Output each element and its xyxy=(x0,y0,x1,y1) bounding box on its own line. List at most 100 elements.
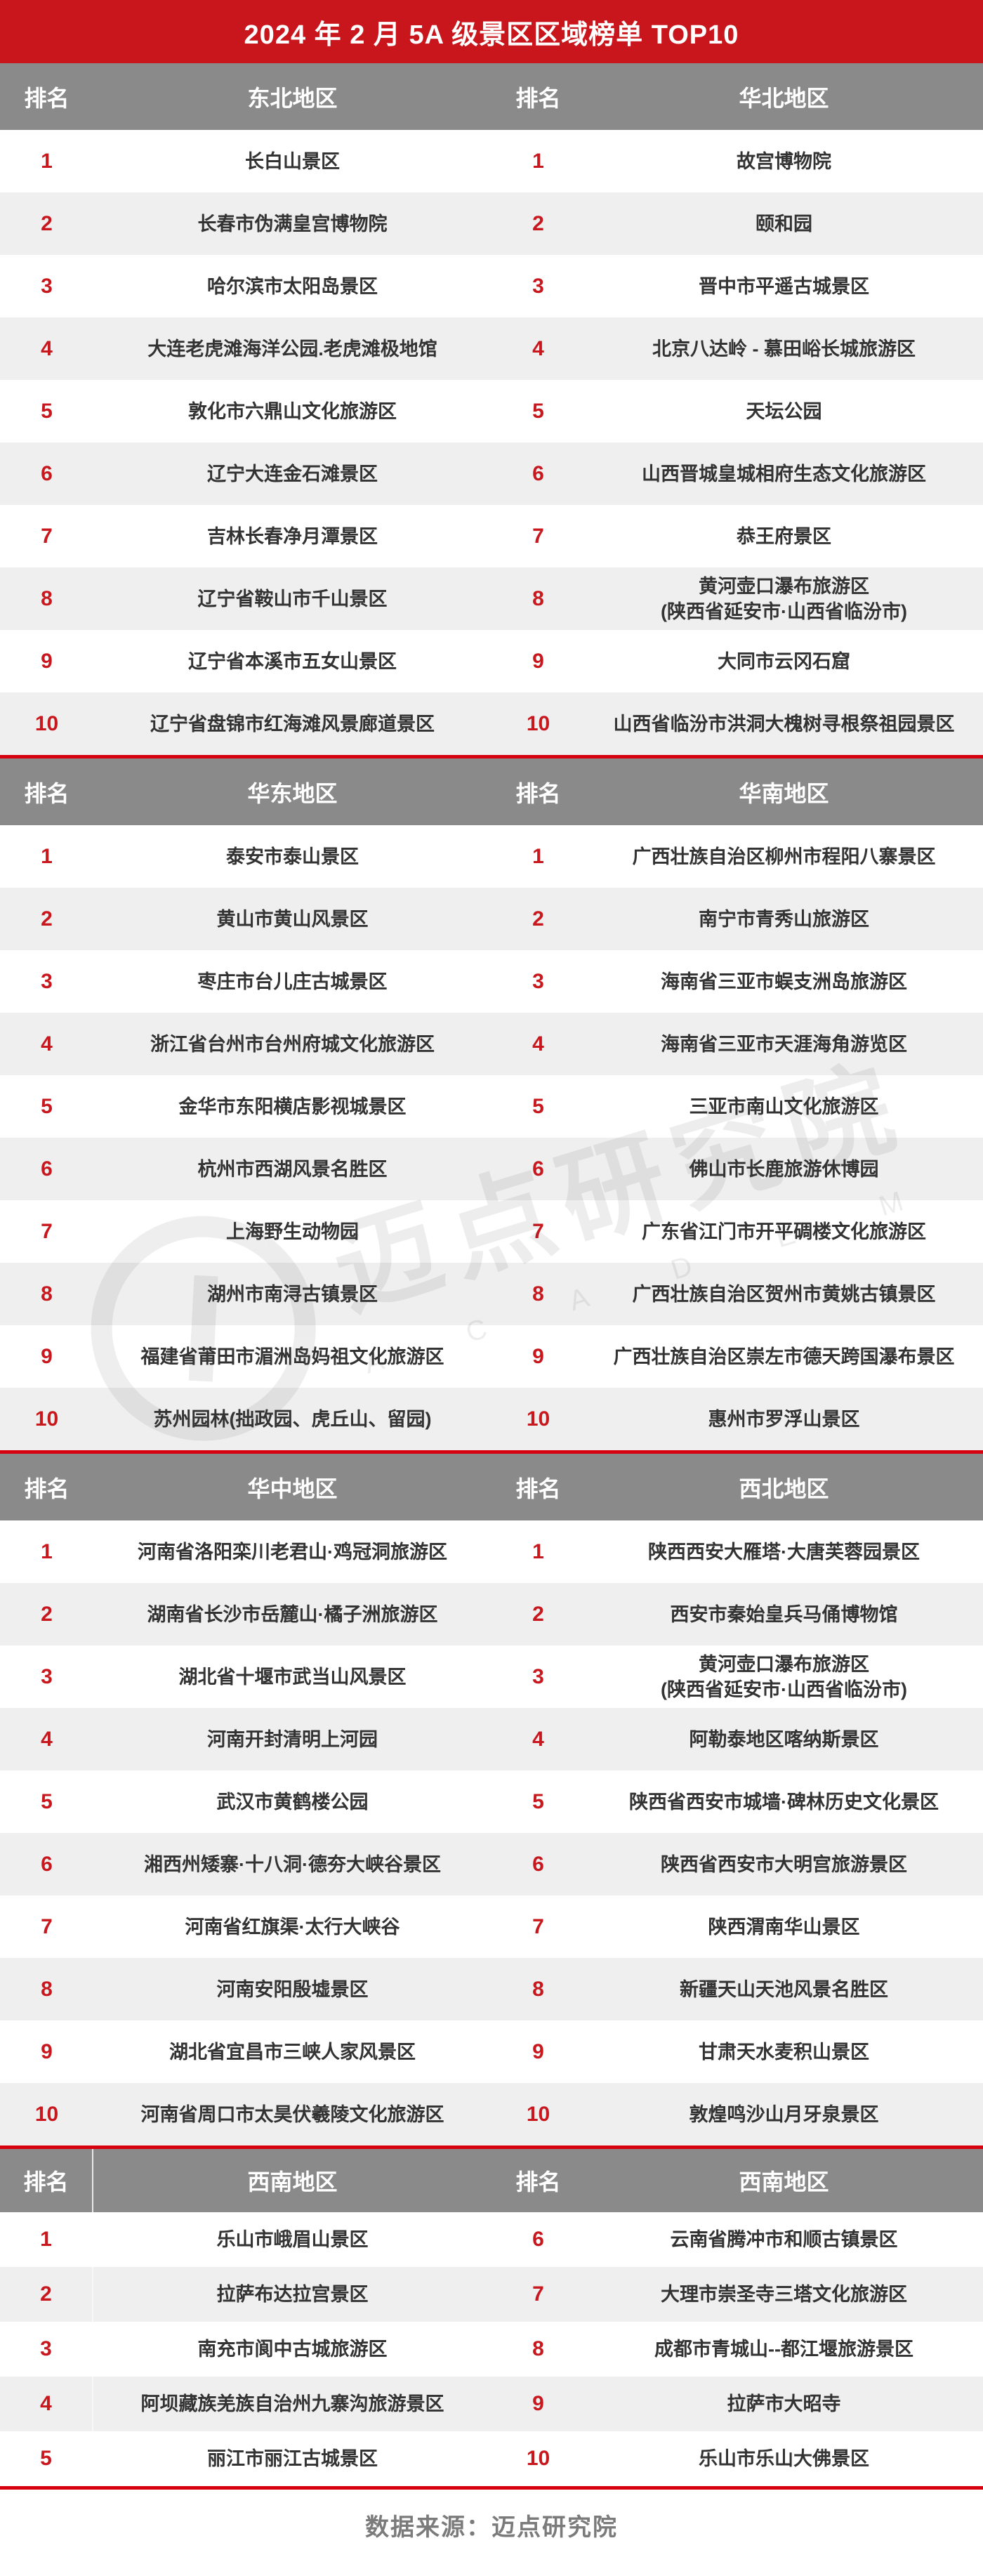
scenic-area-name: 浙江省台州市台州府城文化旅游区 xyxy=(93,1013,492,1075)
rank-number: 1 xyxy=(532,1539,544,1563)
scenic-area-name: 佛山市长鹿旅游休博园 xyxy=(585,1138,983,1200)
rank-number: 9 xyxy=(532,2392,544,2415)
table-row: 2 黄山市黄山风景区 2 南宁市青秀山旅游区 xyxy=(0,888,983,950)
scenic-area-name-line: 北京八达岭 - 慕田峪长城旅游区 xyxy=(652,338,916,360)
scenic-area-name: 武汉市黄鹤楼公园 xyxy=(93,1770,492,1833)
scenic-area-name: 恭王府景区 xyxy=(585,505,983,567)
rank-number: 3 xyxy=(532,969,544,993)
rank-number: 4 xyxy=(532,336,544,360)
region-header-label: 东北地区 xyxy=(247,85,338,111)
scenic-area-name: 长白山景区 xyxy=(93,130,492,192)
rank-number: 4 xyxy=(40,2392,52,2415)
scenic-area-name-line: 吉林长春净月潭景区 xyxy=(207,525,378,547)
rank-cell: 7 xyxy=(0,1200,93,1263)
scenic-area-name-line: 广东省江门市开平碉楼文化旅游区 xyxy=(642,1221,926,1242)
scenic-area-name: 甘肃天水麦积山景区 xyxy=(585,2020,983,2083)
scenic-area-name-line: 西安市秦始皇兵马俑博物馆 xyxy=(670,1603,898,1625)
scenic-area-name: 敦煌鸣沙山月牙泉景区 xyxy=(585,2083,983,2145)
scenic-area-name-line: 福建省莆田市湄洲岛妈祖文化旅游区 xyxy=(140,1346,444,1367)
scenic-area-name-line: 泰安市泰山景区 xyxy=(226,846,359,867)
scenic-area-name: 拉萨市大昭寺 xyxy=(585,2377,983,2431)
scenic-area-name-line: 拉萨市大昭寺 xyxy=(727,2393,841,2414)
table-row: 9 辽宁省本溪市五女山景区 9 大同市云冈石窟 xyxy=(0,630,983,692)
scenic-area-name: 阿坝藏族羌族自治州九寨沟旅游景区 xyxy=(93,2377,492,2431)
rank-cell: 10 xyxy=(0,692,93,755)
rank-number: 9 xyxy=(532,2039,544,2063)
scenic-area-name: 湖北省宜昌市三峡人家风景区 xyxy=(93,2020,492,2083)
rank-number: 6 xyxy=(41,461,53,485)
scenic-area-name-line: 苏州园林(拙政园、虎丘山、留园) xyxy=(153,1408,432,1430)
rank-number: 1 xyxy=(41,149,53,173)
rank-number: 1 xyxy=(41,844,53,868)
rank-cell: 7 xyxy=(0,1895,93,1958)
rank-number: 4 xyxy=(532,1032,544,1056)
rank-number: 5 xyxy=(532,399,544,423)
section-header-row: 排名 华中地区 排名 西北地区 xyxy=(0,1454,983,1520)
rank-cell: 7 xyxy=(492,505,585,567)
rank-cell: 5 xyxy=(0,2431,93,2486)
rank-number: 3 xyxy=(532,274,544,298)
rank-number: 7 xyxy=(41,1219,53,1243)
rank-cell: 4 xyxy=(492,317,585,380)
scenic-area-name: 辽宁省盘锦市红海滩风景廊道景区 xyxy=(93,692,492,755)
rank-cell: 5 xyxy=(0,380,93,442)
table-row: 9 湖北省宜昌市三峡人家风景区 9 甘肃天水麦积山景区 xyxy=(0,2020,983,2083)
scenic-area-name: 湖南省长沙市岳麓山·橘子洲旅游区 xyxy=(93,1583,492,1645)
scenic-area-name: 金华市东阳横店影视城景区 xyxy=(93,1075,492,1138)
section-divider-line xyxy=(0,755,983,758)
scenic-area-name-line: 三亚市南山文化旅游区 xyxy=(689,1096,879,1117)
scenic-area-name-line: 湖北省宜昌市三峡人家风景区 xyxy=(169,2041,416,2063)
scenic-area-name: 哈尔滨市太阳岛景区 xyxy=(93,255,492,317)
scenic-area-name-line: 新疆天山天池风景名胜区 xyxy=(680,1978,888,2000)
rank-number: 10 xyxy=(526,711,550,735)
rank-cell: 4 xyxy=(492,1013,585,1075)
scenic-area-name: 大理市崇圣寺三塔文化旅游区 xyxy=(585,2267,983,2322)
rank-header-label: 排名 xyxy=(24,85,70,111)
table-row: 7 上海野生动物园 7 广东省江门市开平碉楼文化旅游区 xyxy=(0,1200,983,1263)
scenic-area-name: 云南省腾冲市和顺古镇景区 xyxy=(585,2212,983,2267)
rank-cell: 8 xyxy=(492,1958,585,2020)
column-header-region-left: 华中地区 xyxy=(93,1454,492,1520)
scenic-area-name-line: 成都市青城山--都江堰旅游景区 xyxy=(654,2339,913,2360)
scenic-area-name: 山西晋城皇城相府生态文化旅游区 xyxy=(585,442,983,505)
scenic-area-name: 广西壮族自治区柳州市程阳八寨景区 xyxy=(585,825,983,888)
scenic-area-name-line: 阿坝藏族羌族自治州九寨沟旅游景区 xyxy=(140,2393,444,2414)
rank-number: 7 xyxy=(532,1219,544,1243)
rank-cell: 3 xyxy=(492,255,585,317)
section-header-row: 排名 东北地区 排名 华北地区 xyxy=(0,63,983,130)
page-title-text: 2024 年 2 月 5A 级景区区域榜单 TOP10 xyxy=(244,20,739,50)
rank-number: 8 xyxy=(532,2337,544,2360)
scenic-area-name-line: 辽宁大连金石滩景区 xyxy=(207,463,378,485)
rank-cell: 9 xyxy=(492,1325,585,1388)
scenic-area-name: 天坛公园 xyxy=(585,380,983,442)
rank-cell: 9 xyxy=(0,2020,93,2083)
rank-number: 7 xyxy=(41,1914,53,1938)
scenic-area-name-line: 河南省洛阳栾川老君山·鸡冠洞旅游区 xyxy=(138,1541,447,1563)
rank-number: 8 xyxy=(41,1977,53,2001)
scenic-area-name-line: 丽江市丽江古城景区 xyxy=(207,2448,378,2469)
scenic-area-name: 海南省三亚市天涯海角游览区 xyxy=(585,1013,983,1075)
rank-cell: 9 xyxy=(492,2020,585,2083)
table-row: 4 浙江省台州市台州府城文化旅游区 4 海南省三亚市天涯海角游览区 xyxy=(0,1013,983,1075)
rank-number: 1 xyxy=(40,2228,52,2251)
rank-cell: 6 xyxy=(0,1833,93,1895)
scenic-area-name: 长春市伪满皇宫博物院 xyxy=(93,192,492,255)
scenic-area-name-line2: (陕西省延安市·山西省临汾市) xyxy=(661,1678,907,1700)
rank-number: 6 xyxy=(532,2228,544,2251)
scenic-area-name: 广东省江门市开平碉楼文化旅游区 xyxy=(585,1200,983,1263)
table-row: 5 敦化市六鼎山文化旅游区 5 天坛公园 xyxy=(0,380,983,442)
scenic-area-name: 成都市青城山--都江堰旅游景区 xyxy=(585,2322,983,2377)
scenic-area-name-line: 乐山市峨眉山景区 xyxy=(216,2229,369,2250)
scenic-area-name: 海南省三亚市蜈支洲岛旅游区 xyxy=(585,950,983,1013)
rank-number: 2 xyxy=(532,211,544,235)
table-row: 5 金华市东阳横店影视城景区 5 三亚市南山文化旅游区 xyxy=(0,1075,983,1138)
scenic-area-name: 杭州市西湖风景名胜区 xyxy=(93,1138,492,1200)
rank-cell: 3 xyxy=(492,950,585,1013)
table-row: 9 福建省莆田市湄洲岛妈祖文化旅游区 9 广西壮族自治区崇左市德天跨国瀑布景区 xyxy=(0,1325,983,1388)
rank-number: 8 xyxy=(41,1282,53,1306)
scenic-area-name: 上海野生动物园 xyxy=(93,1200,492,1263)
table-row: 1 乐山市峨眉山景区 6 云南省腾冲市和顺古镇景区 xyxy=(0,2212,983,2267)
scenic-area-name: 广西壮族自治区贺州市黄姚古镇景区 xyxy=(585,1263,983,1325)
scenic-area-name-line: 南宁市青秀山旅游区 xyxy=(699,908,869,930)
rank-cell: 2 xyxy=(0,1583,93,1645)
